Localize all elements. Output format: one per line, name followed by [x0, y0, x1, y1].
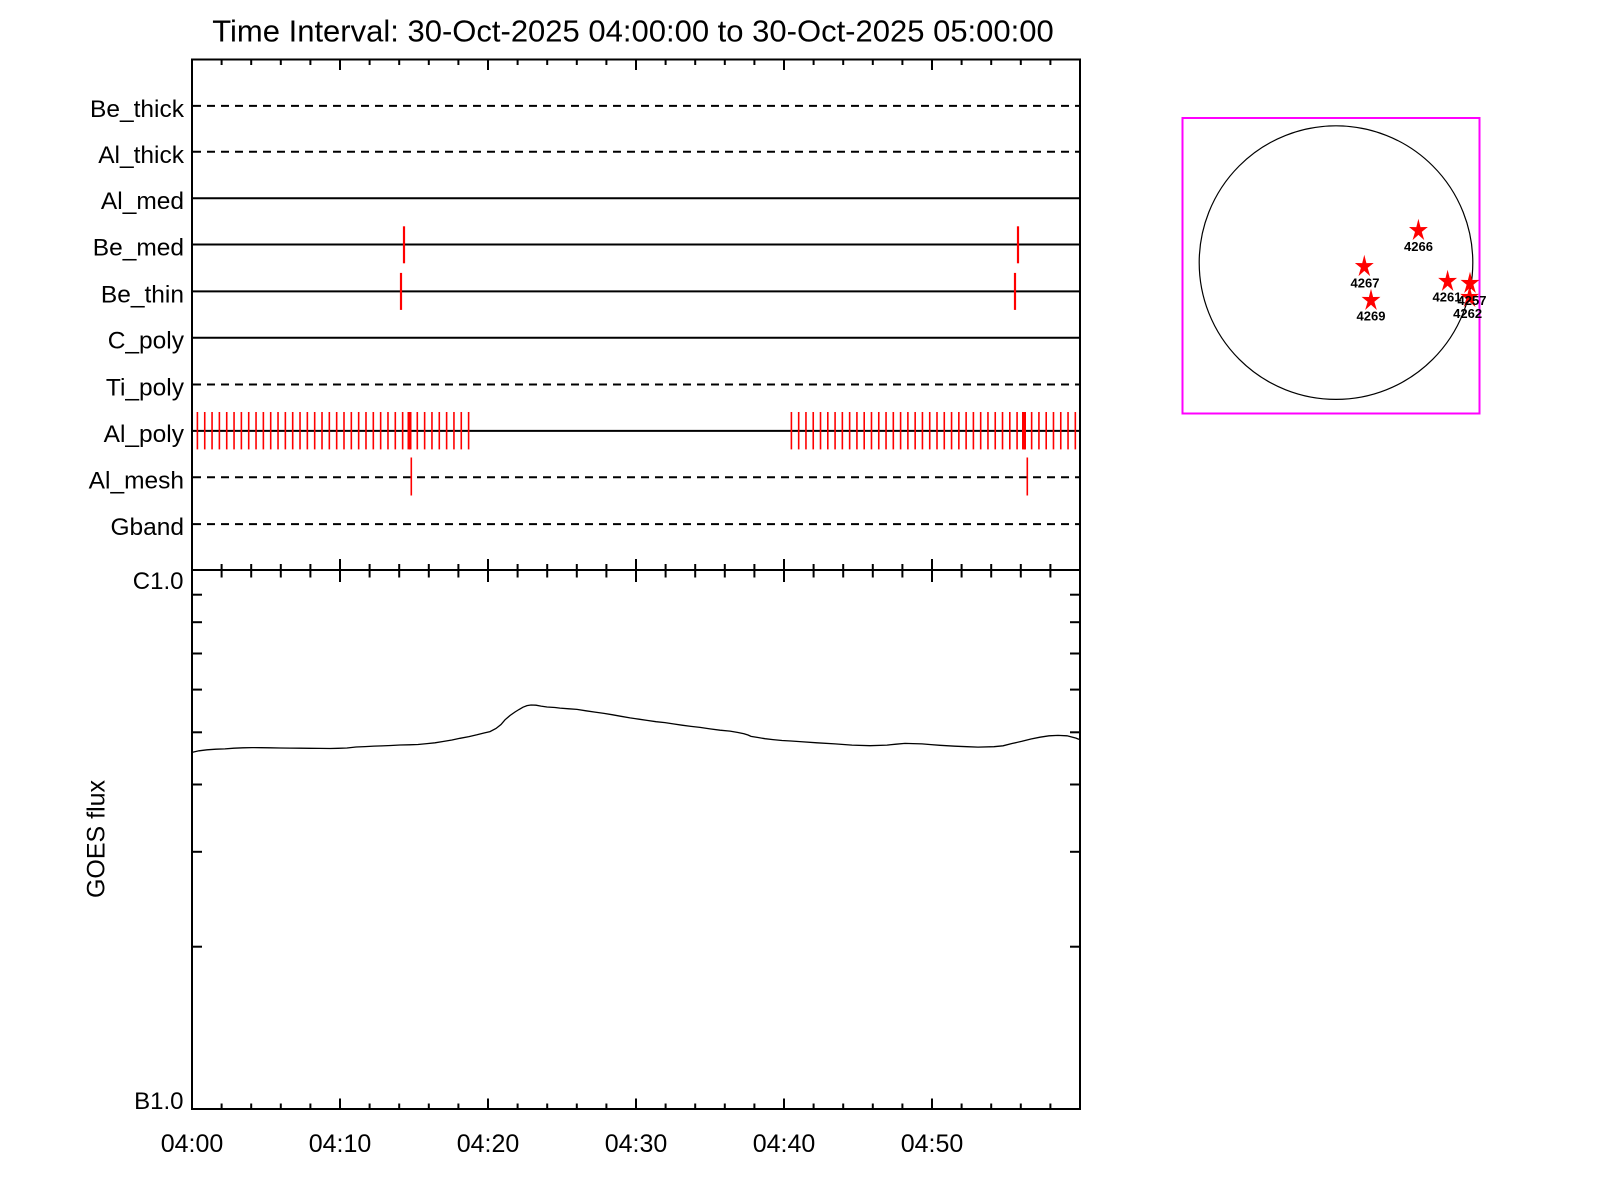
svg-text:4261: 4261 [1433, 290, 1462, 305]
svg-text:Al_mesh: Al_mesh [89, 467, 184, 494]
svg-text:04:00: 04:00 [161, 1130, 224, 1158]
svg-text:4262: 4262 [1453, 306, 1482, 321]
svg-text:4269: 4269 [1357, 308, 1386, 323]
svg-text:4266: 4266 [1404, 239, 1433, 254]
svg-text:Be_med: Be_med [93, 235, 184, 262]
svg-text:4267: 4267 [1351, 275, 1380, 290]
svg-text:04:40: 04:40 [753, 1130, 816, 1158]
svg-text:Be_thick: Be_thick [90, 96, 185, 123]
svg-text:Be_thin: Be_thin [101, 281, 184, 308]
svg-text:GOES flux: GOES flux [83, 779, 111, 898]
svg-text:C_poly: C_poly [108, 328, 185, 355]
svg-text:Al_poly: Al_poly [104, 421, 185, 448]
svg-text:Ti_poly: Ti_poly [106, 375, 185, 402]
svg-text:Al_thick: Al_thick [98, 142, 185, 169]
svg-text:Al_med: Al_med [101, 188, 184, 215]
svg-text:Gband: Gband [110, 514, 184, 541]
svg-text:C1.0: C1.0 [133, 568, 184, 595]
svg-text:04:20: 04:20 [457, 1130, 520, 1158]
svg-text:04:10: 04:10 [309, 1130, 372, 1158]
svg-text:4257: 4257 [1458, 293, 1487, 308]
svg-text:04:30: 04:30 [605, 1130, 668, 1158]
svg-text:04:50: 04:50 [901, 1130, 964, 1158]
svg-text:B1.0: B1.0 [134, 1088, 183, 1115]
svg-text:Time Interval: 30-Oct-2025 04:: Time Interval: 30-Oct-2025 04:00:00 to 3… [212, 14, 1054, 49]
